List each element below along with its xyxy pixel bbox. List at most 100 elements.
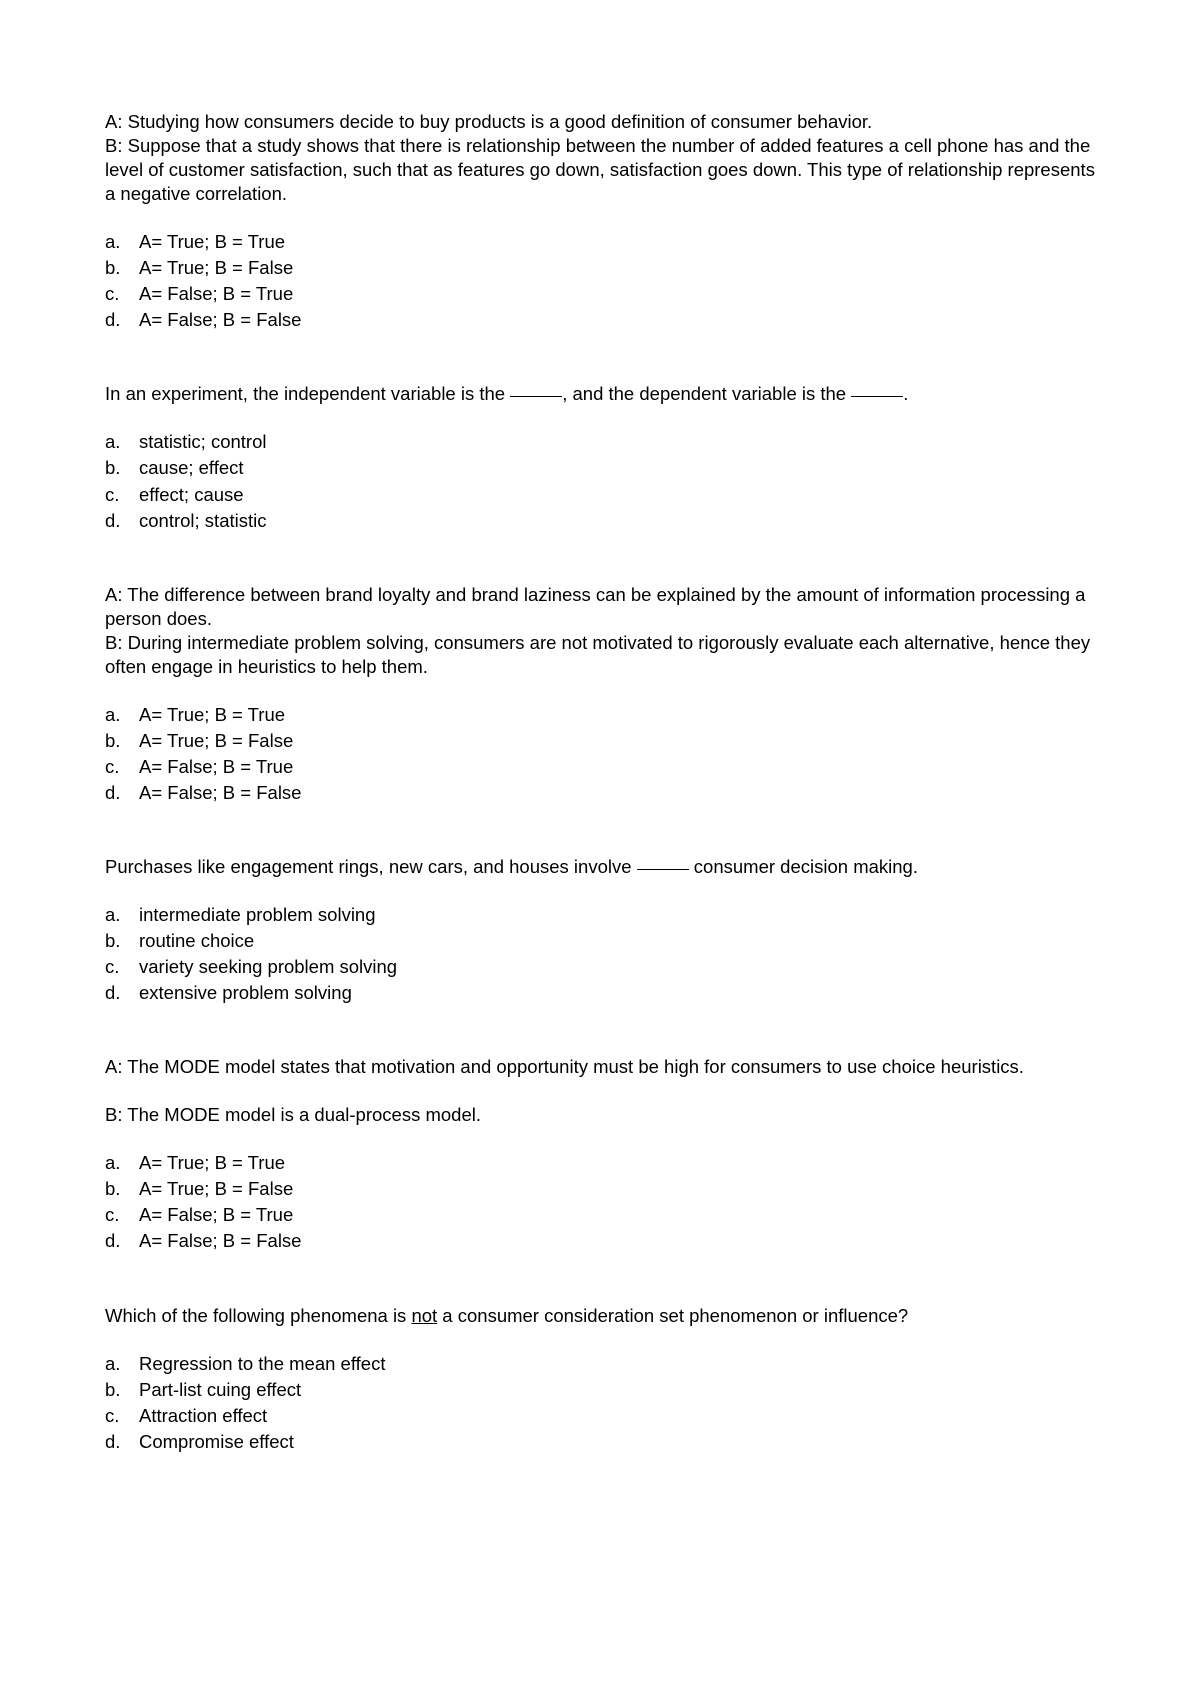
option-item: c.A= False; B = True: [105, 755, 1095, 779]
options-list: a.A= True; B = Trueb.A= True; B = Falsec…: [105, 230, 1095, 332]
question-block: Which of the following phenomena is not …: [105, 1304, 1095, 1454]
option-letter: c.: [105, 282, 139, 306]
question-block: In an experiment, the independent variab…: [105, 382, 1095, 532]
option-letter: b.: [105, 1177, 139, 1201]
option-text: A= True; B = True: [139, 703, 285, 727]
option-text: A= False; B = False: [139, 781, 301, 805]
option-text: variety seeking problem solving: [139, 955, 397, 979]
stem-line: Purchases like engagement rings, new car…: [105, 855, 1095, 879]
option-letter: b.: [105, 729, 139, 753]
question-block: A: Studying how consumers decide to buy …: [105, 110, 1095, 332]
option-letter: c.: [105, 483, 139, 507]
option-text: A= False; B = True: [139, 282, 293, 306]
option-item: a.Regression to the mean effect: [105, 1352, 1095, 1376]
option-item: d.A= False; B = False: [105, 1229, 1095, 1253]
option-letter: d.: [105, 981, 139, 1005]
option-text: Regression to the mean effect: [139, 1352, 385, 1376]
option-text: A= False; B = False: [139, 308, 301, 332]
fill-blank: [637, 869, 689, 870]
fill-blank: [510, 396, 562, 397]
question-stem: A: The difference between brand loyalty …: [105, 583, 1095, 679]
question-block: A: The MODE model states that motivation…: [105, 1055, 1095, 1253]
option-letter: c.: [105, 1404, 139, 1428]
fill-blank: [851, 396, 903, 397]
option-item: c.A= False; B = True: [105, 1203, 1095, 1227]
options-list: a.intermediate problem solvingb.routine …: [105, 903, 1095, 1005]
options-list: a.A= True; B = Trueb.A= True; B = Falsec…: [105, 703, 1095, 805]
stem-line: A: The difference between brand loyalty …: [105, 583, 1095, 631]
option-letter: a.: [105, 703, 139, 727]
options-list: a.statistic; controlb.cause; effectc.eff…: [105, 430, 1095, 532]
option-text: extensive problem solving: [139, 981, 352, 1005]
option-text: A= True; B = False: [139, 256, 293, 280]
option-item: b.routine choice: [105, 929, 1095, 953]
stem-line: B: The MODE model is a dual-process mode…: [105, 1103, 1095, 1127]
option-letter: b.: [105, 929, 139, 953]
option-text: A= False; B = False: [139, 1229, 301, 1253]
option-letter: a.: [105, 1151, 139, 1175]
stem-line: A: The MODE model states that motivation…: [105, 1055, 1095, 1079]
option-item: b.A= True; B = False: [105, 256, 1095, 280]
option-letter: d.: [105, 781, 139, 805]
options-list: a.A= True; B = Trueb.A= True; B = Falsec…: [105, 1151, 1095, 1253]
option-item: c.A= False; B = True: [105, 282, 1095, 306]
option-item: b.A= True; B = False: [105, 729, 1095, 753]
option-letter: a.: [105, 903, 139, 927]
option-text: A= False; B = True: [139, 1203, 293, 1227]
option-item: c.variety seeking problem solving: [105, 955, 1095, 979]
option-text: A= True; B = True: [139, 1151, 285, 1175]
option-letter: c.: [105, 755, 139, 779]
question-stem: In an experiment, the independent variab…: [105, 382, 1095, 406]
option-item: a.A= True; B = True: [105, 230, 1095, 254]
option-text: intermediate problem solving: [139, 903, 376, 927]
option-item: a.statistic; control: [105, 430, 1095, 454]
option-text: Compromise effect: [139, 1430, 294, 1454]
question-block: A: The difference between brand loyalty …: [105, 583, 1095, 805]
option-letter: d.: [105, 509, 139, 533]
option-letter: b.: [105, 456, 139, 480]
stem-line: B: Suppose that a study shows that there…: [105, 134, 1095, 206]
options-list: a.Regression to the mean effectb.Part-li…: [105, 1352, 1095, 1454]
option-text: effect; cause: [139, 483, 244, 507]
option-item: b.Part-list cuing effect: [105, 1378, 1095, 1402]
option-text: A= True; B = True: [139, 230, 285, 254]
option-text: control; statistic: [139, 509, 267, 533]
option-text: A= True; B = False: [139, 729, 293, 753]
stem-line: A: Studying how consumers decide to buy …: [105, 110, 1095, 134]
question-block: Purchases like engagement rings, new car…: [105, 855, 1095, 1005]
option-text: A= True; B = False: [139, 1177, 293, 1201]
option-letter: a.: [105, 430, 139, 454]
option-letter: a.: [105, 230, 139, 254]
document-page: A: Studying how consumers decide to buy …: [105, 110, 1095, 1454]
option-letter: b.: [105, 1378, 139, 1402]
option-text: A= False; B = True: [139, 755, 293, 779]
option-item: d.control; statistic: [105, 509, 1095, 533]
option-item: c.effect; cause: [105, 483, 1095, 507]
stem-line: B: During intermediate problem solving, …: [105, 631, 1095, 679]
option-letter: c.: [105, 1203, 139, 1227]
option-letter: d.: [105, 308, 139, 332]
option-item: a.intermediate problem solving: [105, 903, 1095, 927]
option-item: b.cause; effect: [105, 456, 1095, 480]
question-stem: Which of the following phenomena is not …: [105, 1304, 1095, 1328]
option-item: a.A= True; B = True: [105, 1151, 1095, 1175]
question-stem: Purchases like engagement rings, new car…: [105, 855, 1095, 879]
option-item: b.A= True; B = False: [105, 1177, 1095, 1201]
option-item: a.A= True; B = True: [105, 703, 1095, 727]
option-letter: b.: [105, 256, 139, 280]
option-item: d.A= False; B = False: [105, 308, 1095, 332]
option-text: routine choice: [139, 929, 254, 953]
option-item: d.A= False; B = False: [105, 781, 1095, 805]
option-text: statistic; control: [139, 430, 267, 454]
question-stem: A: Studying how consumers decide to buy …: [105, 110, 1095, 206]
option-text: Part-list cuing effect: [139, 1378, 301, 1402]
option-item: c.Attraction effect: [105, 1404, 1095, 1428]
option-letter: c.: [105, 955, 139, 979]
stem-line: Which of the following phenomena is not …: [105, 1304, 1095, 1328]
option-letter: d.: [105, 1229, 139, 1253]
underlined-word: not: [411, 1305, 437, 1326]
option-text: cause; effect: [139, 456, 244, 480]
stem-line: In an experiment, the independent variab…: [105, 382, 1095, 406]
option-text: Attraction effect: [139, 1404, 267, 1428]
option-letter: a.: [105, 1352, 139, 1376]
